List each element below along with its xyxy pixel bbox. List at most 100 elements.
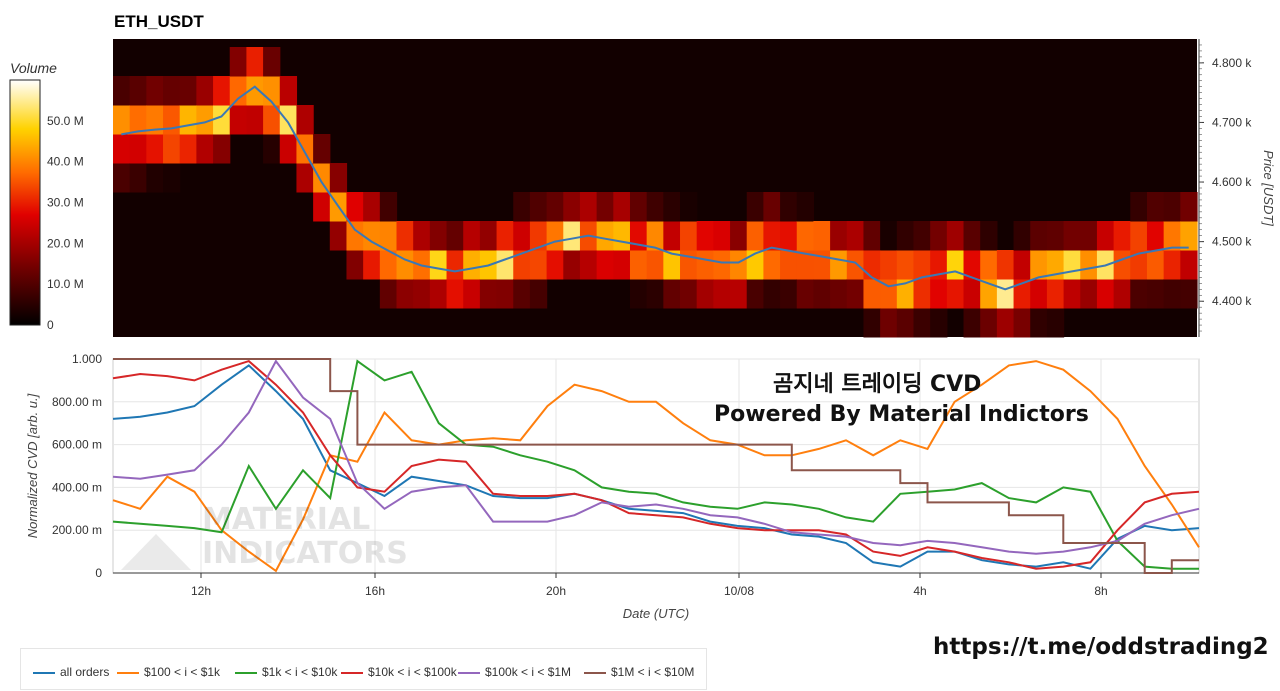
heatmap-cell (830, 279, 848, 309)
heatmap-cell (1030, 279, 1048, 309)
heatmap-cell (313, 192, 331, 222)
heatmap-cell (296, 163, 314, 193)
legend-item[interactable]: $1M < i < $10M (584, 665, 694, 679)
legend-label: $1M < i < $10M (611, 665, 695, 679)
heatmap-cell (813, 221, 831, 251)
heatmap-cell (363, 192, 381, 222)
heatmap-cell (563, 221, 581, 251)
cvd-ytick-label: 600.00 m (52, 438, 102, 452)
heatmap-cell (830, 250, 848, 280)
cvd-series-line (113, 358, 1199, 574)
heatmap-cell (496, 279, 514, 309)
legend-item[interactable]: $100k < i < $1M (458, 665, 571, 679)
heatmap-cell (896, 250, 915, 280)
heatmap-cell (946, 250, 965, 280)
heatmap-cell (680, 250, 698, 280)
heatmap-cell (329, 163, 348, 193)
heatmap-cell (546, 250, 564, 280)
heatmap-cell (780, 250, 798, 280)
heatmap-cell (479, 279, 498, 309)
legend-item[interactable]: all orders (33, 665, 109, 679)
heatmap-cell (513, 250, 531, 280)
heatmap-cell (129, 134, 147, 164)
telegram-link[interactable]: https://t.me/oddstrading2 (933, 634, 1269, 660)
price-axis: 4.800 k 4.700 k 4.600 k 4.500 k 4.400 k Price… (1198, 39, 1276, 337)
legend-label: $1k < i < $10k (262, 665, 338, 679)
heatmap-cell (396, 250, 414, 280)
heatmap-cell (546, 221, 564, 251)
heatmap-cell (179, 76, 197, 106)
heatmap-cell (463, 250, 481, 280)
heatmap-cell (529, 250, 548, 280)
heatmap-cell (1146, 192, 1165, 222)
colorbar-tick-label: 20.0 M (47, 236, 84, 250)
cvd-ytick-label: 400.00 m (52, 480, 102, 494)
heatmap-cell (563, 250, 581, 280)
heatmap-cell (163, 76, 181, 106)
heatmap-cell (163, 105, 181, 135)
heatmap-cell (663, 279, 681, 309)
heatmap-cell (163, 163, 181, 193)
heatmap-cell (680, 221, 698, 251)
heatmap-cell (730, 221, 748, 251)
heatmap-cell (1080, 221, 1098, 251)
colorbar: 50.0 M 40.0 M 30.0 M 20.0 M 10.0 M 0 (9, 79, 84, 332)
heatmap-cell (429, 279, 448, 309)
cvd-yaxis-title: Normalized CVD [arb. u.] (25, 393, 40, 538)
heatmap-cell (913, 221, 931, 251)
price-tick-label: 4.800 k (1212, 56, 1252, 70)
heatmap-cell (1146, 250, 1165, 280)
heatmap-cell (730, 250, 748, 280)
heatmap-cell (346, 221, 364, 251)
heatmap-cell (613, 192, 631, 222)
heatmap-cell (613, 250, 631, 280)
cvd-xtick-label: 20h (546, 584, 566, 598)
cvd-xaxis-title: Date (UTC) (623, 606, 689, 621)
heatmap-cell (429, 250, 448, 280)
heatmap-cell (930, 279, 948, 309)
heatmap-cell (763, 250, 781, 280)
heatmap-cell (746, 221, 764, 251)
heatmap-cell (980, 279, 998, 309)
heatmap-cell (796, 279, 815, 309)
heatmap-cell (496, 250, 514, 280)
heatmap-cell (446, 279, 464, 309)
heatmap-cell (246, 76, 264, 106)
price-tick-label: 4.400 k (1212, 294, 1252, 308)
heatmap-cell (1163, 192, 1181, 222)
legend-item[interactable]: $100 < i < $1k (117, 665, 220, 679)
heatmap-cell (129, 105, 147, 135)
heatmap-cell (596, 250, 614, 280)
heatmap-cell (680, 279, 698, 309)
heatmap-cell (279, 134, 298, 164)
heatmap-cell (680, 192, 698, 222)
heatmap-cell (1046, 308, 1065, 338)
heatmap-cell (1046, 250, 1065, 280)
heatmap-cell (713, 279, 731, 309)
heatmap-cell (579, 250, 598, 280)
legend-item[interactable]: $10k < i < $100k (341, 665, 457, 679)
heatmap-cell (529, 279, 548, 309)
legend-item[interactable]: $1k < i < $10k (235, 665, 337, 679)
heatmap-cell (1180, 250, 1198, 280)
heatmap-cell (1146, 221, 1165, 251)
colorbar-tick-label: 30.0 M (47, 196, 84, 210)
heatmap-cell (846, 279, 865, 309)
heatmap-cell (529, 221, 548, 251)
heatmap-cell (163, 134, 181, 164)
heatmap-cell (146, 134, 164, 164)
heatmap-cell (880, 308, 898, 338)
heatmap-cell (196, 134, 214, 164)
legend-label: $10k < i < $100k (368, 665, 457, 679)
heatmap-cell (213, 76, 231, 106)
heatmap-cell (996, 308, 1015, 338)
heatmap-cell (446, 250, 464, 280)
heatmap-cell (146, 76, 164, 106)
heatmap-cell (596, 221, 614, 251)
price-line (121, 85, 1189, 291)
heatmap-cell (329, 221, 348, 251)
chart-title: ETH_USDT (114, 12, 204, 31)
heatmap-cell (696, 221, 714, 251)
heatmap-cell (479, 221, 498, 251)
